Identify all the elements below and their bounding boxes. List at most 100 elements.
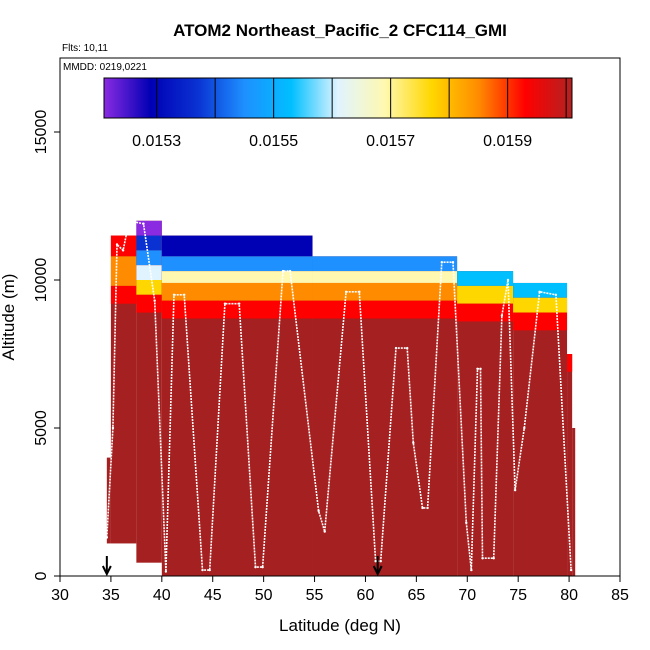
flight-track-point: [344, 290, 348, 294]
heatmap-cell: [161, 271, 313, 283]
heatmap-cell: [312, 256, 458, 272]
chart-title: ATOM2 Northeast_Pacific_2 CFC114_GMI: [173, 21, 507, 40]
flight-track-point: [111, 426, 115, 430]
x-tick-label: 70: [458, 587, 476, 604]
flight-track-point: [513, 488, 517, 492]
flight-track-point: [317, 509, 320, 513]
heatmap-cell: [513, 312, 568, 331]
x-axis-label: Latitude (deg N): [279, 616, 401, 635]
flight-track-point: [374, 560, 377, 563]
heatmap-column-7: [567, 354, 573, 576]
y-axis-label: Altitude (m): [0, 274, 18, 361]
y-tick-label: 5000: [33, 410, 50, 446]
flight-track-point: [358, 290, 361, 294]
heatmap-cell: [567, 354, 573, 372]
flight-track-point: [105, 536, 109, 539]
heatmap-cell: [136, 294, 162, 313]
flight-track-point: [142, 222, 145, 225]
flight-track-point: [115, 243, 119, 246]
x-tick-label: 80: [560, 587, 578, 604]
flight-track-point: [479, 367, 482, 370]
flight-markers: [101, 556, 383, 577]
flight-track-point: [128, 219, 131, 222]
flight-track-point: [406, 346, 409, 350]
flight-track-point: [492, 557, 495, 560]
flight-track-point: [261, 565, 264, 569]
x-tick-label: 40: [153, 587, 171, 604]
heatmap-cell: [161, 300, 313, 319]
x-tick-label: 65: [407, 587, 425, 604]
heatmap-cell: [161, 256, 313, 272]
heatmap-cell: [513, 297, 568, 313]
flight-track-point: [569, 568, 573, 572]
heatmap-cell: [312, 282, 458, 301]
flight-track-point: [121, 249, 125, 252]
arrow-head: [372, 565, 383, 577]
x-tick-label: 85: [611, 587, 629, 604]
flight-track-point: [153, 299, 156, 302]
flight-track-point: [523, 426, 526, 430]
flight-track-point: [183, 293, 186, 296]
flight-track-point: [412, 441, 415, 444]
colorbar-tick-label: 0.0155: [249, 133, 298, 150]
x-tick-label: 30: [51, 587, 69, 604]
heatmap-cell: [110, 256, 137, 286]
flight-track-point: [506, 278, 510, 282]
heatmap-cell: [312, 271, 458, 283]
heatmap-cell: [312, 300, 458, 319]
flight-track-line: [106, 220, 572, 573]
flight-track-point: [379, 560, 382, 563]
heatmap-cell: [136, 280, 162, 295]
colorbar-tick-label: 0.0159: [483, 133, 532, 150]
flight-track-point: [288, 269, 292, 273]
flight-track-point: [201, 568, 204, 572]
flight-track-point: [426, 506, 429, 510]
x-tick-label: 35: [102, 587, 120, 604]
colorbar-tick-label: 0.0153: [132, 133, 181, 150]
heatmap-columns: [106, 220, 576, 576]
flight-track-point: [465, 521, 468, 524]
flight-track-point: [481, 557, 484, 560]
flight-track-point: [476, 367, 479, 370]
colorbar-ticks: 0.0153 0.0155 0.0157 0.0159: [132, 78, 567, 150]
colorbar-bar: [103, 77, 573, 119]
flight-track-point: [500, 314, 504, 317]
x-tick-label: 55: [306, 587, 324, 604]
heatmap-cell: [136, 265, 162, 280]
plot-frame: [59, 57, 621, 577]
x-tick-label: 75: [509, 587, 527, 604]
y-tick-label: 10000: [33, 258, 50, 303]
x-tick-label: 60: [357, 587, 375, 604]
heatmap-cell: [161, 235, 313, 257]
heatmap-cell: [457, 303, 514, 322]
flight-track-point: [172, 293, 176, 296]
flight-track-point: [164, 570, 168, 573]
mmdd-label: MMDD: 0219,0221: [63, 62, 147, 73]
y-tick-label: 15000: [33, 110, 50, 155]
flight-track-point: [421, 506, 424, 510]
heatmap-cell: [513, 282, 568, 298]
colorbar: [103, 77, 573, 119]
flight-track-point: [440, 261, 444, 264]
arrow-head: [101, 565, 112, 577]
x-axis: 30 35 40 45 50 55 60 65 70 75 80 85: [51, 576, 629, 604]
flight-track-point: [554, 293, 558, 296]
flight-track-point: [238, 302, 241, 305]
flight-track-point: [208, 568, 211, 572]
heatmap-column-5: [457, 271, 514, 576]
flight-track-point: [281, 269, 285, 273]
heatmap-cell: [136, 235, 162, 251]
flight-track-point: [223, 302, 227, 305]
flight-track-point: [254, 565, 257, 569]
flight-track-point: [394, 346, 398, 350]
flight-track-point: [538, 290, 541, 294]
heatmap-cell: [457, 285, 514, 304]
heatmap-cell: [457, 271, 514, 286]
x-tick-label: 50: [255, 587, 273, 604]
y-tick-label: 0: [33, 571, 50, 580]
x-tick-label: 45: [204, 587, 222, 604]
heatmap-column-8: [572, 428, 576, 576]
flight-track: [105, 219, 573, 573]
heatmap-cell: [161, 282, 313, 301]
